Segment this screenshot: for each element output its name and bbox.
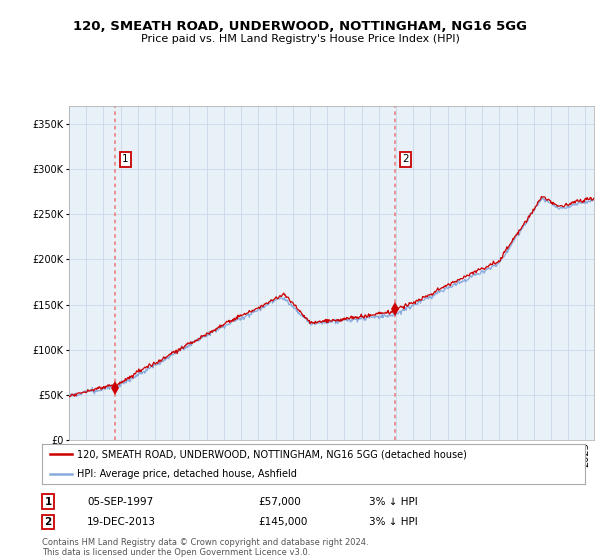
Text: 3% ↓ HPI: 3% ↓ HPI	[369, 497, 418, 507]
Text: £57,000: £57,000	[258, 497, 301, 507]
Text: Price paid vs. HM Land Registry's House Price Index (HPI): Price paid vs. HM Land Registry's House …	[140, 34, 460, 44]
Text: 1: 1	[44, 497, 52, 507]
Text: 2: 2	[402, 154, 409, 164]
Text: 3% ↓ HPI: 3% ↓ HPI	[369, 517, 418, 527]
Text: 1: 1	[122, 154, 129, 164]
Text: 05-SEP-1997: 05-SEP-1997	[87, 497, 153, 507]
Text: Contains HM Land Registry data © Crown copyright and database right 2024.
This d: Contains HM Land Registry data © Crown c…	[42, 538, 368, 557]
Text: 19-DEC-2013: 19-DEC-2013	[87, 517, 156, 527]
Text: 120, SMEATH ROAD, UNDERWOOD, NOTTINGHAM, NG16 5GG (detached house): 120, SMEATH ROAD, UNDERWOOD, NOTTINGHAM,…	[77, 449, 467, 459]
Text: HPI: Average price, detached house, Ashfield: HPI: Average price, detached house, Ashf…	[77, 469, 297, 479]
Text: £145,000: £145,000	[258, 517, 307, 527]
Text: 2: 2	[44, 517, 52, 527]
Text: 120, SMEATH ROAD, UNDERWOOD, NOTTINGHAM, NG16 5GG: 120, SMEATH ROAD, UNDERWOOD, NOTTINGHAM,…	[73, 20, 527, 32]
